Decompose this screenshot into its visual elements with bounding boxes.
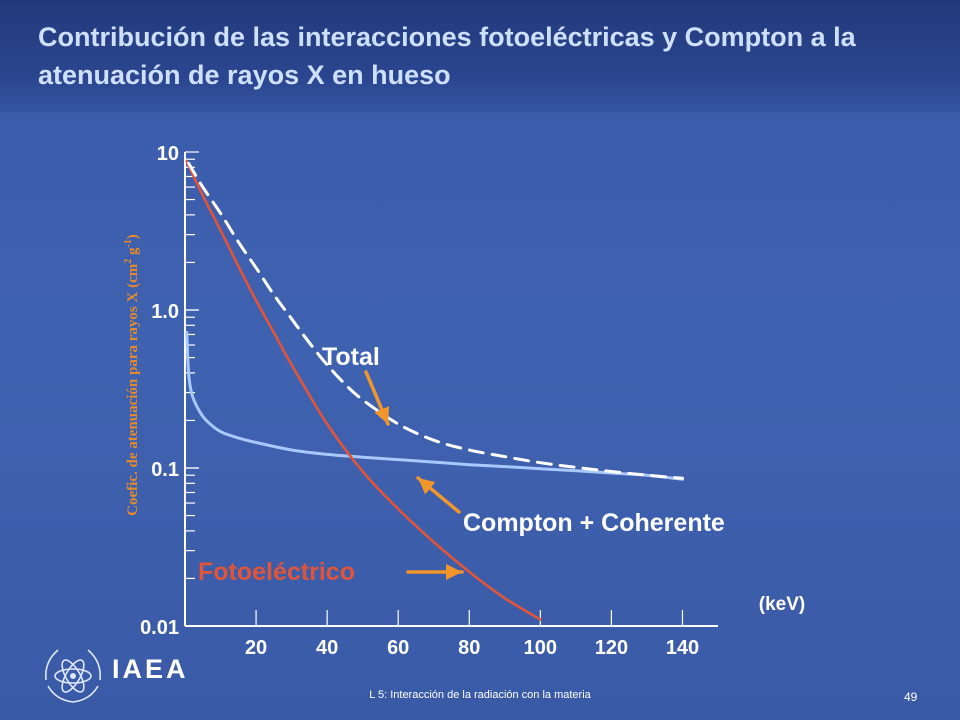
series-total <box>187 161 684 480</box>
x-tick-label: 40 <box>316 637 338 659</box>
label-total: Total <box>322 343 380 371</box>
y-axis-label-main: Coefic. de atenuación para rayos X (cm <box>125 263 141 516</box>
x-axis-label: (keV) <box>759 594 805 615</box>
y-tick-label: 0.1 <box>151 459 179 481</box>
x-tick-label: 140 <box>666 637 699 659</box>
y-axis-label: Coefic. de atenuación para rayos X (cm2 … <box>123 234 141 516</box>
x-tick-label: 60 <box>387 637 409 659</box>
page-number: 49 <box>904 690 918 704</box>
chart-series <box>185 160 684 621</box>
iaea-logo-emblem <box>44 649 102 703</box>
arrow-total-head <box>374 406 390 424</box>
y-axis-label-mid: g <box>125 247 141 259</box>
arrow-total <box>364 370 390 426</box>
arrow-fotoelectrico <box>406 564 464 580</box>
y-axis-label-end: ) <box>125 234 141 239</box>
arrow-compton-coherente-head <box>418 478 436 495</box>
y-tick-label: 10 <box>157 143 179 165</box>
series-compton-coherente <box>185 331 684 481</box>
label-compton-coherente: Compton + Coherente <box>463 509 725 537</box>
chart-ticks: 10 1.0 0.1 0.01 20 40 60 80 100 120 140 <box>140 143 699 659</box>
chart-axes <box>184 152 718 627</box>
x-tick-label: 20 <box>245 637 267 659</box>
y-axis-label-sup2: -1 <box>123 239 134 247</box>
slide-header: Contribución de las interacciones fotoel… <box>0 0 960 112</box>
arrow-compton-coherente <box>416 476 461 514</box>
x-tick-label: 80 <box>458 637 480 659</box>
annotation-arrows <box>364 370 464 580</box>
y-tick-label: 0.01 <box>140 617 179 639</box>
label-fotoelectrico: Fotoeléctrico <box>198 558 355 586</box>
iaea-logo-text: IAEA <box>112 654 189 684</box>
x-tick-label: 100 <box>524 637 557 659</box>
slide-footer: L 5: Interacción de la radiación con la … <box>369 689 591 701</box>
series-fotoelectrico <box>185 160 542 621</box>
y-tick-label: 1.0 <box>151 301 179 323</box>
x-tick-label: 120 <box>595 637 628 659</box>
y-axis-label-sup1: 2 <box>123 259 134 264</box>
slide-title: Contribución de las interacciones fotoel… <box>38 22 856 90</box>
arrow-fotoelectrico-head <box>446 564 462 580</box>
